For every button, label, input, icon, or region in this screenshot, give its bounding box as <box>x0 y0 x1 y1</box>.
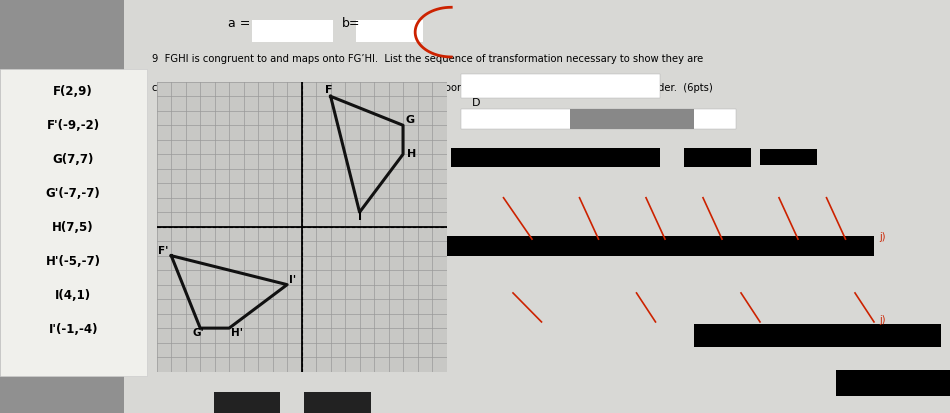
Text: F'(-9,-2): F'(-9,-2) <box>47 119 100 131</box>
Text: b=: b= <box>342 17 360 29</box>
Text: G: G <box>406 115 415 125</box>
Text: I'(-1,-4): I'(-1,-4) <box>48 322 98 335</box>
FancyBboxPatch shape <box>214 392 280 413</box>
Text: H(7,5): H(7,5) <box>52 220 94 233</box>
FancyBboxPatch shape <box>461 109 736 130</box>
Text: G(7,7): G(7,7) <box>52 152 94 165</box>
Text: I(4,1): I(4,1) <box>55 288 91 301</box>
FancyBboxPatch shape <box>451 149 660 167</box>
FancyBboxPatch shape <box>694 324 940 347</box>
Text: H: H <box>407 148 416 158</box>
Text: j): j) <box>879 314 885 324</box>
Text: F(2,9): F(2,9) <box>53 85 93 97</box>
FancyBboxPatch shape <box>570 109 694 130</box>
FancyBboxPatch shape <box>836 370 950 396</box>
Text: G'(-7,-7): G'(-7,-7) <box>46 186 101 199</box>
Text: H'(-5,-7): H'(-5,-7) <box>46 254 101 267</box>
Text: F: F <box>325 85 332 95</box>
FancyBboxPatch shape <box>0 70 147 376</box>
FancyBboxPatch shape <box>356 21 423 43</box>
FancyBboxPatch shape <box>461 74 660 99</box>
FancyBboxPatch shape <box>124 0 950 413</box>
FancyBboxPatch shape <box>304 392 370 413</box>
Text: G': G' <box>193 328 204 337</box>
Text: congruent.  Describe them in words.  Then, write each in coordinate notation.  B: congruent. Describe them in words. Then,… <box>152 83 712 93</box>
Text: j): j) <box>879 232 885 242</box>
FancyBboxPatch shape <box>252 21 332 43</box>
Text: I: I <box>358 212 362 222</box>
Text: 9  FGHI is congruent to and maps onto FG’HI.  List the sequence of transformatio: 9 FGHI is congruent to and maps onto FG’… <box>152 54 703 64</box>
Text: H': H' <box>231 328 242 337</box>
Text: F': F' <box>159 245 168 255</box>
FancyBboxPatch shape <box>446 236 874 256</box>
FancyBboxPatch shape <box>684 149 750 167</box>
Text: D: D <box>472 97 481 107</box>
FancyBboxPatch shape <box>760 150 817 165</box>
Text: a =: a = <box>228 17 251 29</box>
Text: I': I' <box>290 274 296 284</box>
